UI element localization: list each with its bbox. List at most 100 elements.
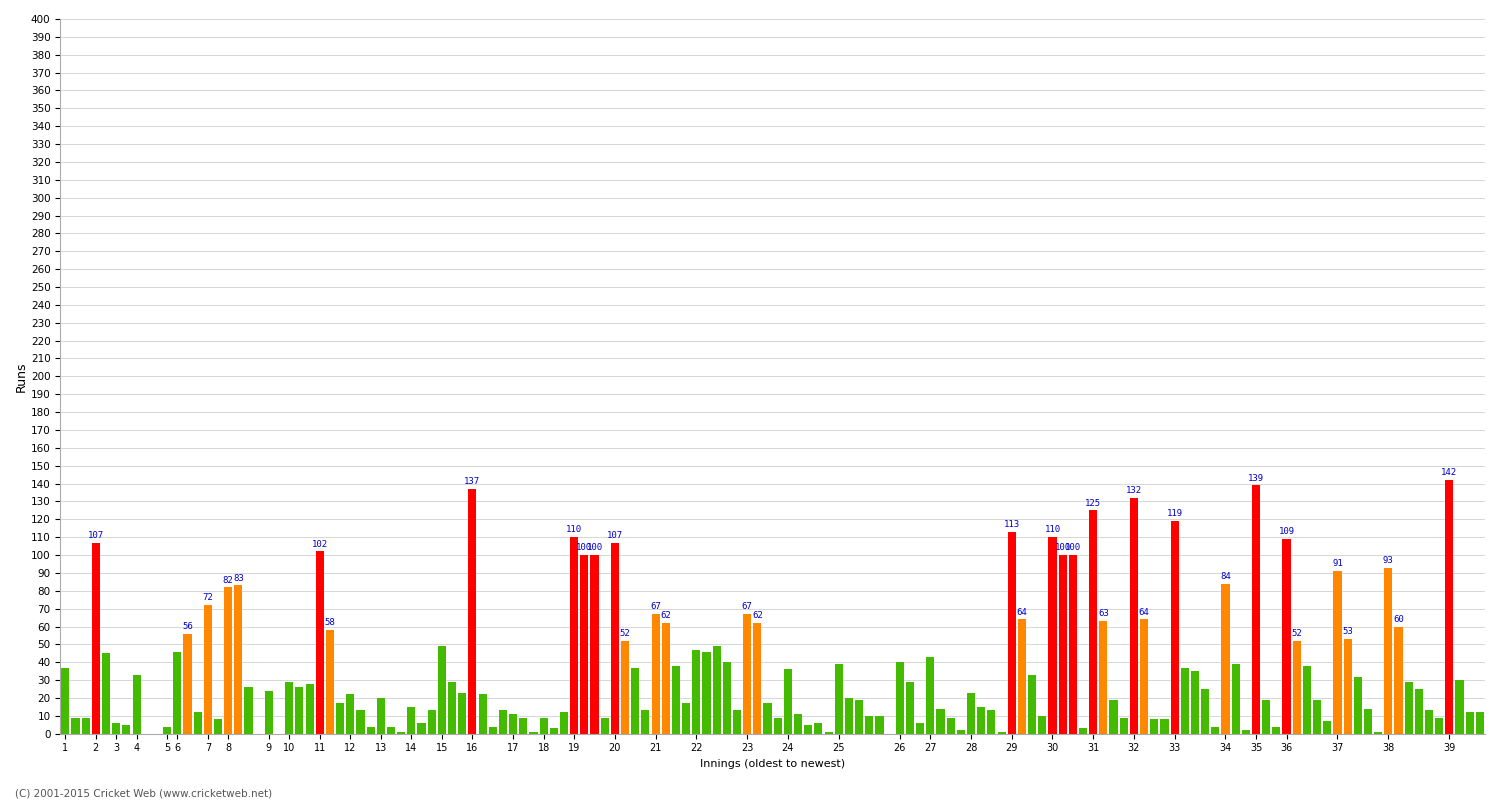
Bar — [1436, 718, 1443, 734]
Bar — [1119, 718, 1128, 734]
Text: 60: 60 — [1394, 615, 1404, 624]
Bar — [946, 718, 956, 734]
Text: 56: 56 — [182, 622, 194, 631]
Bar — [306, 684, 314, 734]
Bar — [519, 718, 528, 734]
Text: 72: 72 — [202, 594, 213, 602]
Bar — [998, 732, 1005, 734]
Y-axis label: Runs: Runs — [15, 361, 28, 392]
Text: 110: 110 — [1044, 526, 1060, 534]
Bar — [326, 630, 334, 734]
Bar — [968, 693, 975, 734]
Text: 63: 63 — [1098, 610, 1108, 618]
Bar — [844, 698, 853, 734]
Bar — [102, 654, 110, 734]
Text: 109: 109 — [1278, 527, 1294, 536]
Bar — [194, 712, 201, 734]
Bar — [172, 651, 182, 734]
Bar — [366, 726, 375, 734]
Bar — [936, 709, 945, 734]
Bar — [500, 710, 507, 734]
Bar — [1364, 709, 1372, 734]
Bar — [112, 723, 120, 734]
Bar — [1202, 689, 1209, 734]
Bar — [865, 716, 873, 734]
Text: 67: 67 — [650, 602, 662, 611]
Bar — [448, 682, 456, 734]
Bar — [468, 489, 477, 734]
Text: 58: 58 — [324, 618, 336, 627]
Bar — [834, 664, 843, 734]
Bar — [1455, 680, 1464, 734]
Bar — [1048, 537, 1056, 734]
Bar — [1140, 619, 1148, 734]
Text: 142: 142 — [1442, 468, 1458, 478]
Bar — [651, 614, 660, 734]
Bar — [123, 725, 130, 734]
Bar — [266, 691, 273, 734]
Bar — [408, 707, 416, 734]
Text: 100: 100 — [1065, 543, 1082, 552]
Text: 67: 67 — [742, 602, 753, 611]
Bar — [387, 726, 394, 734]
Bar — [1384, 567, 1392, 734]
Bar — [1019, 619, 1026, 734]
Bar — [591, 555, 598, 734]
Bar — [1221, 584, 1230, 734]
Bar — [1100, 621, 1107, 734]
Bar — [183, 634, 192, 734]
Bar — [489, 726, 496, 734]
Bar — [550, 728, 558, 734]
Bar — [1404, 682, 1413, 734]
Bar — [916, 723, 924, 734]
Bar — [81, 718, 90, 734]
Bar — [336, 703, 344, 734]
Text: 100: 100 — [1054, 543, 1071, 552]
Bar — [1161, 719, 1168, 734]
Bar — [62, 668, 69, 734]
Bar — [72, 718, 80, 734]
Text: 62: 62 — [752, 611, 762, 620]
Bar — [987, 710, 996, 734]
Text: 84: 84 — [1220, 572, 1232, 581]
Bar — [357, 710, 364, 734]
Bar — [976, 707, 986, 734]
Bar — [1425, 710, 1432, 734]
Bar — [1476, 712, 1484, 734]
Bar — [927, 657, 934, 734]
Bar — [580, 555, 588, 734]
Text: 82: 82 — [224, 575, 234, 585]
Bar — [876, 716, 884, 734]
Text: 139: 139 — [1248, 474, 1264, 482]
Text: 100: 100 — [586, 543, 603, 552]
Bar — [1232, 664, 1239, 734]
Bar — [1089, 510, 1098, 734]
Bar — [1038, 716, 1047, 734]
Bar — [1353, 677, 1362, 734]
Bar — [1252, 486, 1260, 734]
Bar — [1210, 726, 1219, 734]
Bar — [1312, 700, 1322, 734]
Bar — [723, 662, 730, 734]
Bar — [672, 666, 680, 734]
Bar — [427, 710, 436, 734]
Bar — [398, 732, 405, 734]
Bar — [712, 646, 720, 734]
Bar — [540, 718, 548, 734]
Bar — [92, 542, 100, 734]
Text: 83: 83 — [232, 574, 243, 582]
Bar — [224, 587, 232, 734]
Bar — [315, 551, 324, 734]
Bar — [1008, 532, 1016, 734]
Bar — [214, 719, 222, 734]
Bar — [1272, 726, 1281, 734]
Bar — [132, 674, 141, 734]
Bar — [1282, 539, 1290, 734]
Bar — [1344, 639, 1352, 734]
Text: 102: 102 — [312, 540, 328, 549]
Bar — [1293, 641, 1300, 734]
Bar — [610, 542, 620, 734]
Bar — [1323, 722, 1332, 734]
Bar — [815, 723, 822, 734]
Bar — [1150, 719, 1158, 734]
